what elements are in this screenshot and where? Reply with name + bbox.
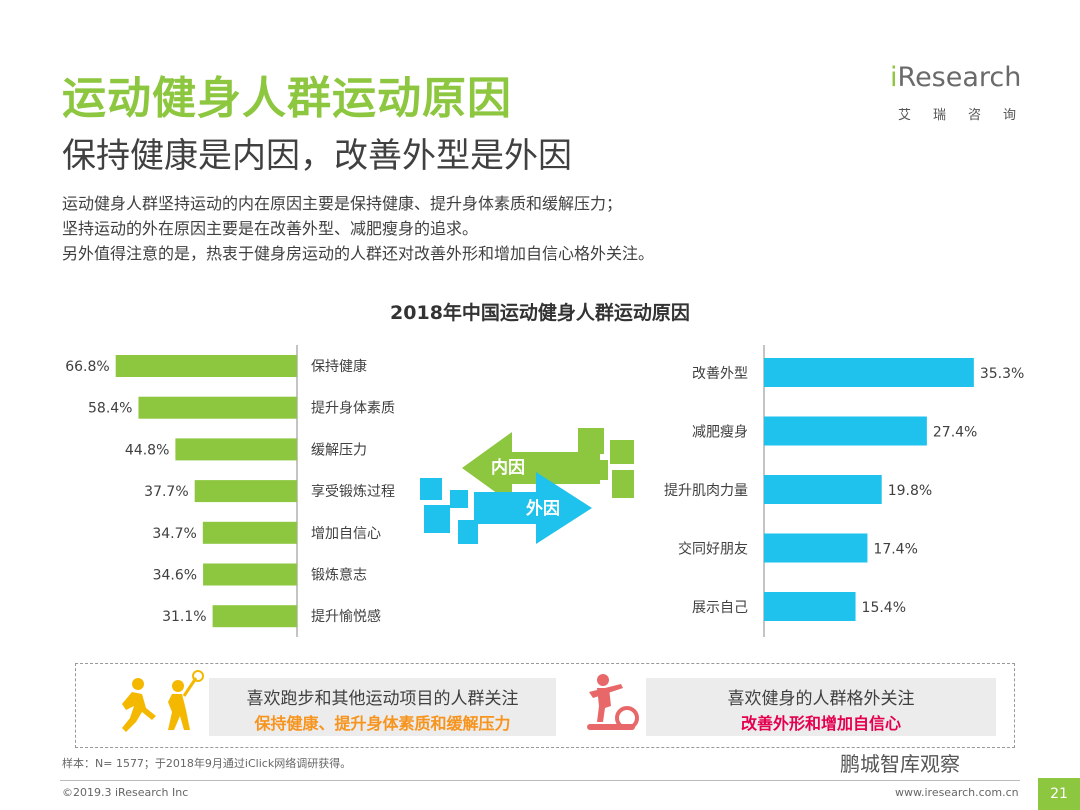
inner-category-label: 享受锻炼过程 xyxy=(311,483,395,500)
cause-arrows: 内因 外因 xyxy=(420,428,634,544)
summary-right-line1: 喜欢健身的人群格外关注 xyxy=(727,689,915,709)
description-line-2: 坚持运动的外在原因主要是在改善外型、减肥瘦身的追求。 xyxy=(62,219,479,238)
logo-wordmark: iResearch xyxy=(890,62,1022,93)
description-line-3: 另外值得注意的是，热衷于健身房运动的人群还对改善外形和增加自信心格外关注。 xyxy=(62,244,655,263)
inner-bar xyxy=(202,521,297,544)
inner-arrow xyxy=(462,432,600,504)
inner-value-label: 44.8% xyxy=(125,442,169,458)
outer-value-label: 15.4% xyxy=(862,600,906,616)
page-number: 21 xyxy=(1038,778,1080,810)
summary-box: 喜欢跑步和其他运动项目的人群关注 保持健康、提升身体素质和缓解压力 喜欢健身的人… xyxy=(75,663,1015,748)
inner-bar xyxy=(203,563,297,586)
outer-arrow-label: 外因 xyxy=(526,498,560,519)
summary-left: 喜欢跑步和其他运动项目的人群关注 保持健康、提升身体素质和缓解压力 xyxy=(209,678,556,736)
inner-category-label: 锻炼意志 xyxy=(311,567,367,584)
outer-bar xyxy=(764,358,974,387)
outer-category-label: 交同好朋友 xyxy=(678,541,748,558)
inner-value-label: 37.7% xyxy=(144,484,188,500)
summary-left-line2: 保持健康、提升身体素质和缓解压力 xyxy=(254,714,511,733)
outer-bar xyxy=(764,533,868,563)
outer-value-label: 35.3% xyxy=(980,366,1024,382)
inner-value-label: 34.6% xyxy=(153,568,197,584)
elliptical-machine-icon xyxy=(587,674,639,730)
outer-value-label: 17.4% xyxy=(873,542,917,558)
outer-category-label: 提升肌肉力量 xyxy=(664,483,748,499)
inner-bar xyxy=(212,605,297,628)
sample-note: 样本：N= 1577；于2018年9月通过iClick网络调研获得。 xyxy=(62,757,352,770)
inner-category-label: 保持健康 xyxy=(311,358,367,375)
website: www.iresearch.com.cn xyxy=(895,786,1019,799)
inner-category-label: 增加自信心 xyxy=(311,526,381,542)
copyright: ©2019.3 iResearch Inc xyxy=(62,786,189,799)
outer-value-label: 27.4% xyxy=(933,425,977,441)
inner-arrow-label: 内因 xyxy=(491,457,525,478)
inner-category-label: 提升愉悦感 xyxy=(311,608,381,625)
inner-bar xyxy=(138,396,297,419)
inner-bar xyxy=(194,480,297,503)
inner-category-label: 缓解压力 xyxy=(311,442,367,458)
iresearch-logo: iResearch 艾瑞咨询 xyxy=(890,62,1060,123)
outer-value-label: 19.8% xyxy=(888,483,932,499)
inner-value-label: 34.7% xyxy=(152,526,196,542)
description-line-1: 运动健身人群坚持运动的内在原因主要是保持健康、提升身体素质和缓解压力； xyxy=(62,194,623,213)
footer-divider xyxy=(60,780,1020,781)
outer-bar xyxy=(764,475,882,504)
inner-value-label: 58.4% xyxy=(88,401,132,417)
outer-arrow xyxy=(474,472,592,544)
inner-bar xyxy=(115,355,297,377)
summary-right-line2: 改善外形和增加自信心 xyxy=(740,714,901,733)
outer-category-label: 改善外型 xyxy=(692,366,748,382)
watermark: 鹏城智库观察 xyxy=(840,752,960,776)
running-people-icon xyxy=(122,670,204,732)
summary-left-line1: 喜欢跑步和其他运动项目的人群关注 xyxy=(246,689,519,709)
inner-bar xyxy=(175,438,297,461)
chart-title: 2018年中国运动健身人群运动原因 xyxy=(390,302,690,324)
inner-category-label: 提升身体素质 xyxy=(311,401,395,417)
outer-bar xyxy=(764,592,856,621)
outer-bar xyxy=(764,416,927,446)
inner-value-label: 31.1% xyxy=(162,609,206,625)
outer-category-label: 减肥瘦身 xyxy=(692,424,748,441)
inner-value-label: 66.8% xyxy=(65,359,109,375)
logo-chinese: 艾瑞咨询 xyxy=(898,108,1039,123)
page-subtitle: 保持健康是内因，改善外型是外因 xyxy=(62,136,572,176)
page-title: 运动健身人群运动原因 xyxy=(62,73,512,124)
summary-right: 喜欢健身的人群格外关注 改善外形和增加自信心 xyxy=(646,678,996,736)
outer-category-label: 展示自己 xyxy=(692,600,748,616)
